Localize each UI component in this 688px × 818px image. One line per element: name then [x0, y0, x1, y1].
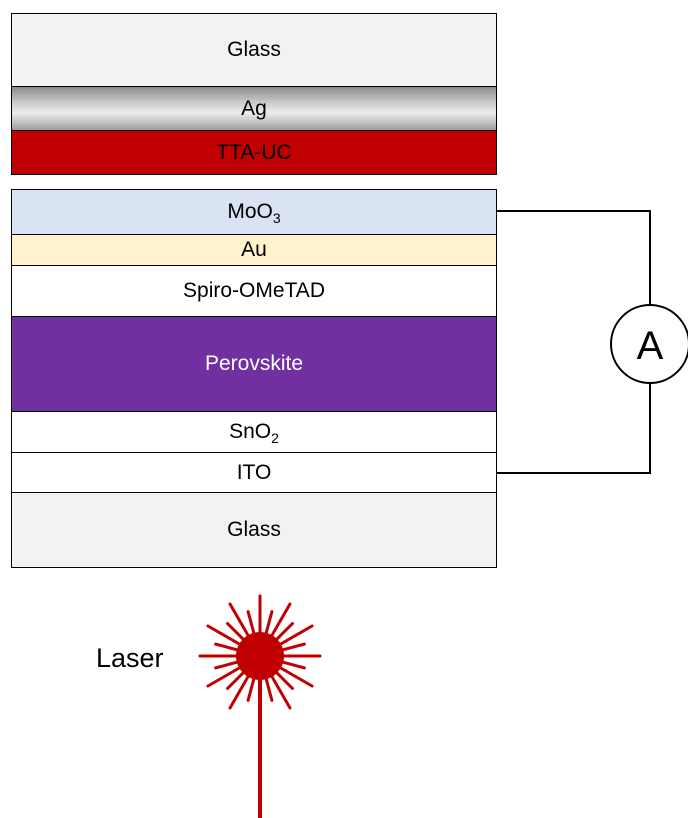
au-label: Au — [241, 238, 267, 261]
glass-bottom-layer: Glass — [11, 492, 497, 568]
spiro-label: Spiro-OMeTAD — [183, 279, 325, 302]
ammeter-label: A — [637, 324, 664, 368]
laser-ray — [226, 622, 248, 644]
sno2-label-subscript: 2 — [271, 430, 279, 446]
ag-label: Ag — [241, 96, 267, 120]
laser-ray — [272, 622, 294, 644]
laser-ray — [206, 664, 245, 688]
wire-bottom — [497, 383, 651, 474]
glass-top-label: Glass — [227, 38, 281, 61]
laser-ray — [228, 671, 252, 710]
sno2-label-base: SnO — [229, 420, 272, 443]
laser-ray — [206, 624, 245, 648]
au-layer: Au — [11, 234, 497, 266]
laser-icon — [198, 594, 322, 818]
glass-bottom-label: Glass — [227, 518, 281, 541]
tta-uc-layer: TTA-UC — [11, 130, 497, 175]
ito-label: ITO — [236, 460, 272, 484]
glass-top-layer: Glass — [11, 13, 497, 87]
tta-uc-label: TTA-UC — [216, 140, 292, 164]
laser-ray — [277, 642, 306, 653]
spiro-layer: Spiro-OMeTAD — [11, 265, 497, 317]
moo3-label: MoO3 — [227, 200, 281, 226]
laser-ray — [277, 659, 306, 670]
perovskite-label: Perovskite — [204, 352, 304, 375]
laser-ray — [214, 659, 243, 670]
laser-ray — [263, 610, 274, 639]
laser-ray — [275, 664, 314, 688]
laser-ray — [272, 668, 294, 690]
ito-layer: ITO — [11, 452, 497, 493]
ammeter-icon — [610, 304, 688, 384]
moo3-label-subscript: 3 — [272, 210, 281, 226]
moo3-label-base: MoO — [227, 200, 273, 223]
laser-ray — [214, 642, 243, 653]
sno2-layer: SnO2 — [11, 411, 497, 453]
perovskite-layer: Perovskite — [11, 316, 497, 412]
wire-top — [497, 210, 651, 305]
laser-ray — [268, 602, 292, 641]
laser-ray — [228, 602, 252, 641]
sno2-label: SnO2 — [229, 420, 279, 446]
laser-ray — [268, 671, 292, 710]
laser-ray — [226, 668, 248, 690]
laser-ray — [275, 624, 314, 648]
laser-label: Laser — [96, 643, 164, 673]
laser-core — [236, 632, 284, 680]
laser-ray — [263, 673, 274, 702]
laser-ray — [246, 610, 257, 639]
laser-ray — [246, 673, 257, 702]
